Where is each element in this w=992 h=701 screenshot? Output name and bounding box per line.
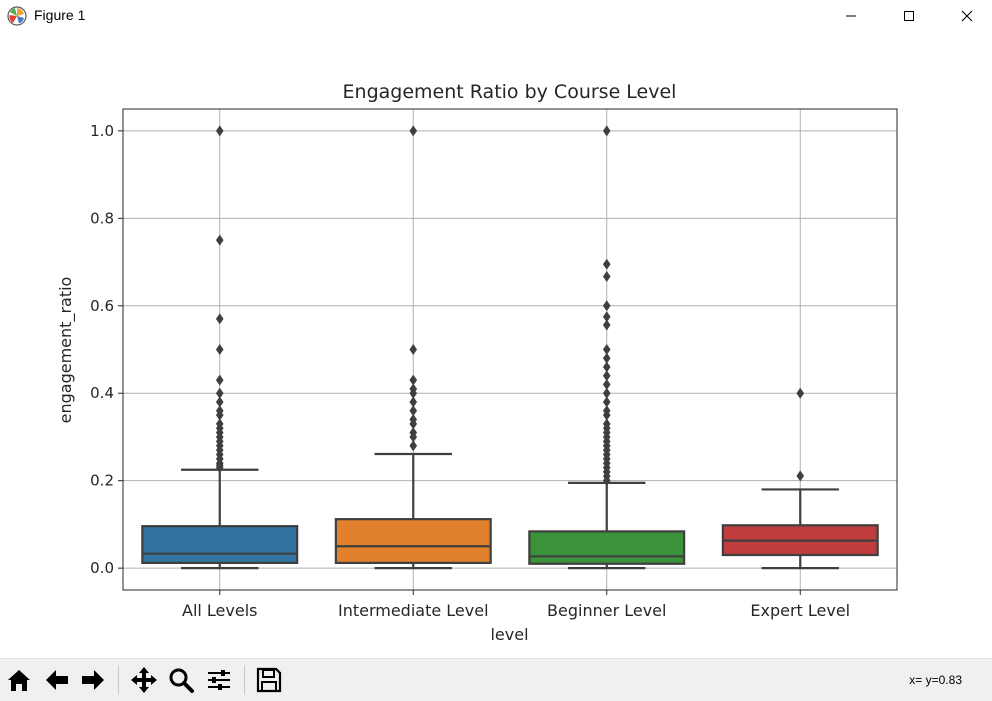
sliders-icon [208, 670, 230, 690]
outlier-point [215, 396, 224, 408]
arrow-right-icon [82, 670, 104, 690]
outlier-point [602, 475, 611, 487]
outlier-point [215, 409, 224, 421]
x-tick-label: Expert Level [750, 601, 850, 620]
outlier-point [796, 470, 805, 482]
move-icon [131, 667, 157, 693]
grid-lines [123, 109, 897, 590]
maximize-button[interactable] [880, 0, 938, 32]
chart-title: Engagement Ratio by Course Level [343, 81, 677, 103]
y-tick-label: 0.4 [90, 384, 114, 402]
outlier-point [602, 258, 611, 270]
maximize-icon [904, 11, 914, 21]
window-titlebar: Figure 1 [0, 0, 992, 32]
outlier-point [215, 462, 224, 474]
outlier-point [409, 431, 418, 443]
matplotlib-icon [7, 6, 27, 26]
save-button[interactable] [252, 663, 286, 697]
x-tick-label: Beginner Level [547, 601, 666, 620]
configure-subplots-button[interactable] [202, 663, 236, 697]
boxes-layer [141, 125, 879, 570]
outlier-point [602, 125, 611, 137]
close-icon [961, 10, 973, 22]
box [141, 525, 299, 564]
box [528, 530, 686, 565]
toolbar-separator [244, 665, 245, 695]
box-group [141, 125, 299, 570]
plot-frame [122, 108, 898, 591]
outlier-point [215, 344, 224, 355]
outlier-point [215, 125, 224, 137]
outlier-point [409, 396, 418, 408]
y-tick-label: 0.0 [90, 559, 114, 577]
back-button[interactable] [40, 663, 74, 697]
outlier-point [409, 344, 418, 355]
home-icon [8, 670, 30, 691]
outlier-point [215, 374, 224, 386]
outlier-point [602, 378, 611, 390]
y-axis-label: engagement_ratio [56, 277, 76, 424]
outlier-point [602, 300, 611, 312]
outlier-point [215, 313, 224, 325]
outlier-point [602, 319, 611, 331]
outlier-point [409, 405, 418, 417]
box-group [528, 125, 686, 570]
home-button[interactable] [2, 663, 36, 697]
outlier-point [215, 234, 224, 246]
y-tick-label: 0.8 [90, 209, 114, 227]
save-icon [256, 667, 282, 693]
arrow-left-icon [46, 670, 68, 690]
zoom-button[interactable] [164, 663, 198, 697]
x-tick-label: Intermediate Level [338, 601, 489, 620]
cursor-coordinates: x= y=0.83 [909, 673, 962, 687]
x-tick-label: All Levels [182, 601, 258, 620]
outlier-point [602, 409, 611, 421]
ticks-layer: 0.0 0.2 0.4 0.6 0.8 1.0 All Levels Intermediate… [90, 122, 850, 620]
toolbar-separator [118, 665, 119, 695]
search-icon [169, 668, 194, 693]
outlier-point [796, 387, 805, 399]
close-button[interactable] [938, 0, 992, 32]
minimize-button[interactable] [822, 0, 880, 32]
outlier-point [602, 361, 611, 373]
outlier-point [409, 440, 418, 452]
outlier-point [409, 418, 418, 430]
y-tick-label: 0.6 [90, 297, 114, 315]
y-tick-label: 1.0 [90, 122, 114, 140]
boxplot-chart: Engagement Ratio by Course Level level e… [56, 81, 898, 644]
outlier-point [409, 374, 418, 386]
outlier-point [409, 125, 418, 137]
navigation-toolbar: x= y=0.83 [0, 658, 992, 701]
outlier-point [602, 344, 611, 355]
outlier-point [602, 387, 611, 399]
outlier-point [409, 387, 418, 399]
outlier-point [215, 387, 224, 399]
outlier-point [602, 352, 611, 364]
box [334, 518, 492, 564]
outlier-point [602, 270, 611, 282]
outlier-point [602, 311, 611, 323]
x-axis-label: level [490, 625, 528, 644]
figure-canvas[interactable]: Engagement Ratio by Course Level level e… [0, 32, 992, 658]
minimize-icon [846, 15, 856, 17]
box-group [721, 387, 879, 570]
outlier-point [602, 370, 611, 382]
y-tick-label: 0.2 [90, 472, 114, 490]
outlier-point [602, 396, 611, 408]
pan-button[interactable] [127, 663, 161, 697]
box-group [334, 125, 492, 570]
window-title: Figure 1 [34, 7, 86, 23]
forward-button[interactable] [76, 663, 110, 697]
